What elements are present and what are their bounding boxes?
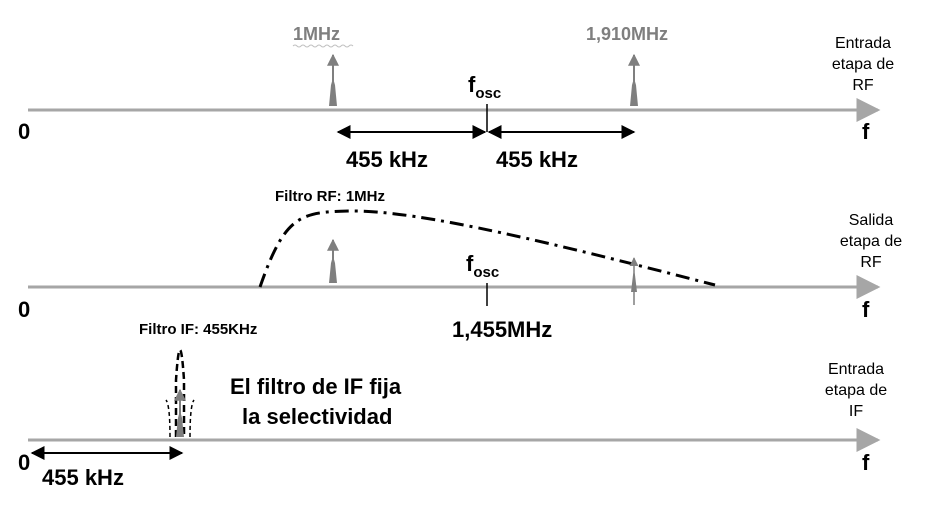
axis-origin: 0	[18, 297, 30, 322]
span-right-label: 455 kHz	[496, 147, 578, 172]
carrier-1mhz	[327, 53, 339, 106]
span-label: 455 kHz	[42, 465, 124, 490]
fosc-label: fosc	[468, 72, 501, 102]
svg-text:etapa de: etapa de	[840, 233, 902, 250]
svg-text:Entrada: Entrada	[828, 361, 884, 378]
svg-text:El filtro de IF fija: El filtro de IF fija	[230, 374, 402, 399]
stage-label-if-input: Entrada etapa de IF	[825, 361, 887, 420]
svg-text:etapa de: etapa de	[825, 382, 887, 399]
if-filter-label: Filtro IF: 455KHz	[139, 321, 257, 338]
fosc-label: fosc	[466, 251, 499, 281]
panel-rf-input: 1MHz 1,910MHz fosc 455 kHz 455 kHz 0 f E…	[18, 24, 894, 172]
panel-rf-output: Filtro RF: 1MHz fosc 1,455MHz 0 f Salida…	[18, 188, 902, 342]
spellcheck-underline	[292, 44, 354, 48]
rf-filter-curve	[258, 209, 716, 288]
carrier-1mhz-label: 1MHz	[293, 24, 340, 44]
carrier-image-attenuated	[629, 257, 639, 305]
svg-text:etapa de: etapa de	[832, 56, 894, 73]
selectivity-note: El filtro de IF fija la selectividad	[230, 374, 402, 429]
axis-f-label: f	[862, 450, 870, 475]
axis-f-label: f	[862, 297, 870, 322]
stage-label-rf-input: Entrada etapa de RF	[832, 35, 894, 94]
if-filter-curve	[165, 348, 195, 438]
svg-text:Salida: Salida	[849, 212, 894, 229]
axis-f-label: f	[862, 119, 870, 144]
carrier-1mhz	[327, 238, 339, 283]
svg-text:la selectividad: la selectividad	[242, 404, 392, 429]
svg-text:IF: IF	[849, 403, 863, 420]
axis-origin: 0	[18, 450, 30, 475]
carrier-1910mhz-label: 1,910MHz	[586, 24, 668, 44]
center-frequency-label: 1,455MHz	[452, 317, 552, 342]
carrier-1910mhz	[628, 53, 640, 106]
svg-text:RF: RF	[852, 77, 874, 94]
svg-text:Entrada: Entrada	[835, 35, 891, 52]
panel-if-input: Filtro IF: 455KHz El filtro de IF fija l…	[18, 321, 887, 490]
rf-filter-label: Filtro RF: 1MHz	[275, 188, 385, 205]
svg-text:RF: RF	[860, 254, 882, 271]
if-carrier	[174, 388, 186, 437]
span-left-label: 455 kHz	[346, 147, 428, 172]
stage-label-rf-output: Salida etapa de RF	[840, 212, 902, 271]
axis-origin: 0	[18, 119, 30, 144]
